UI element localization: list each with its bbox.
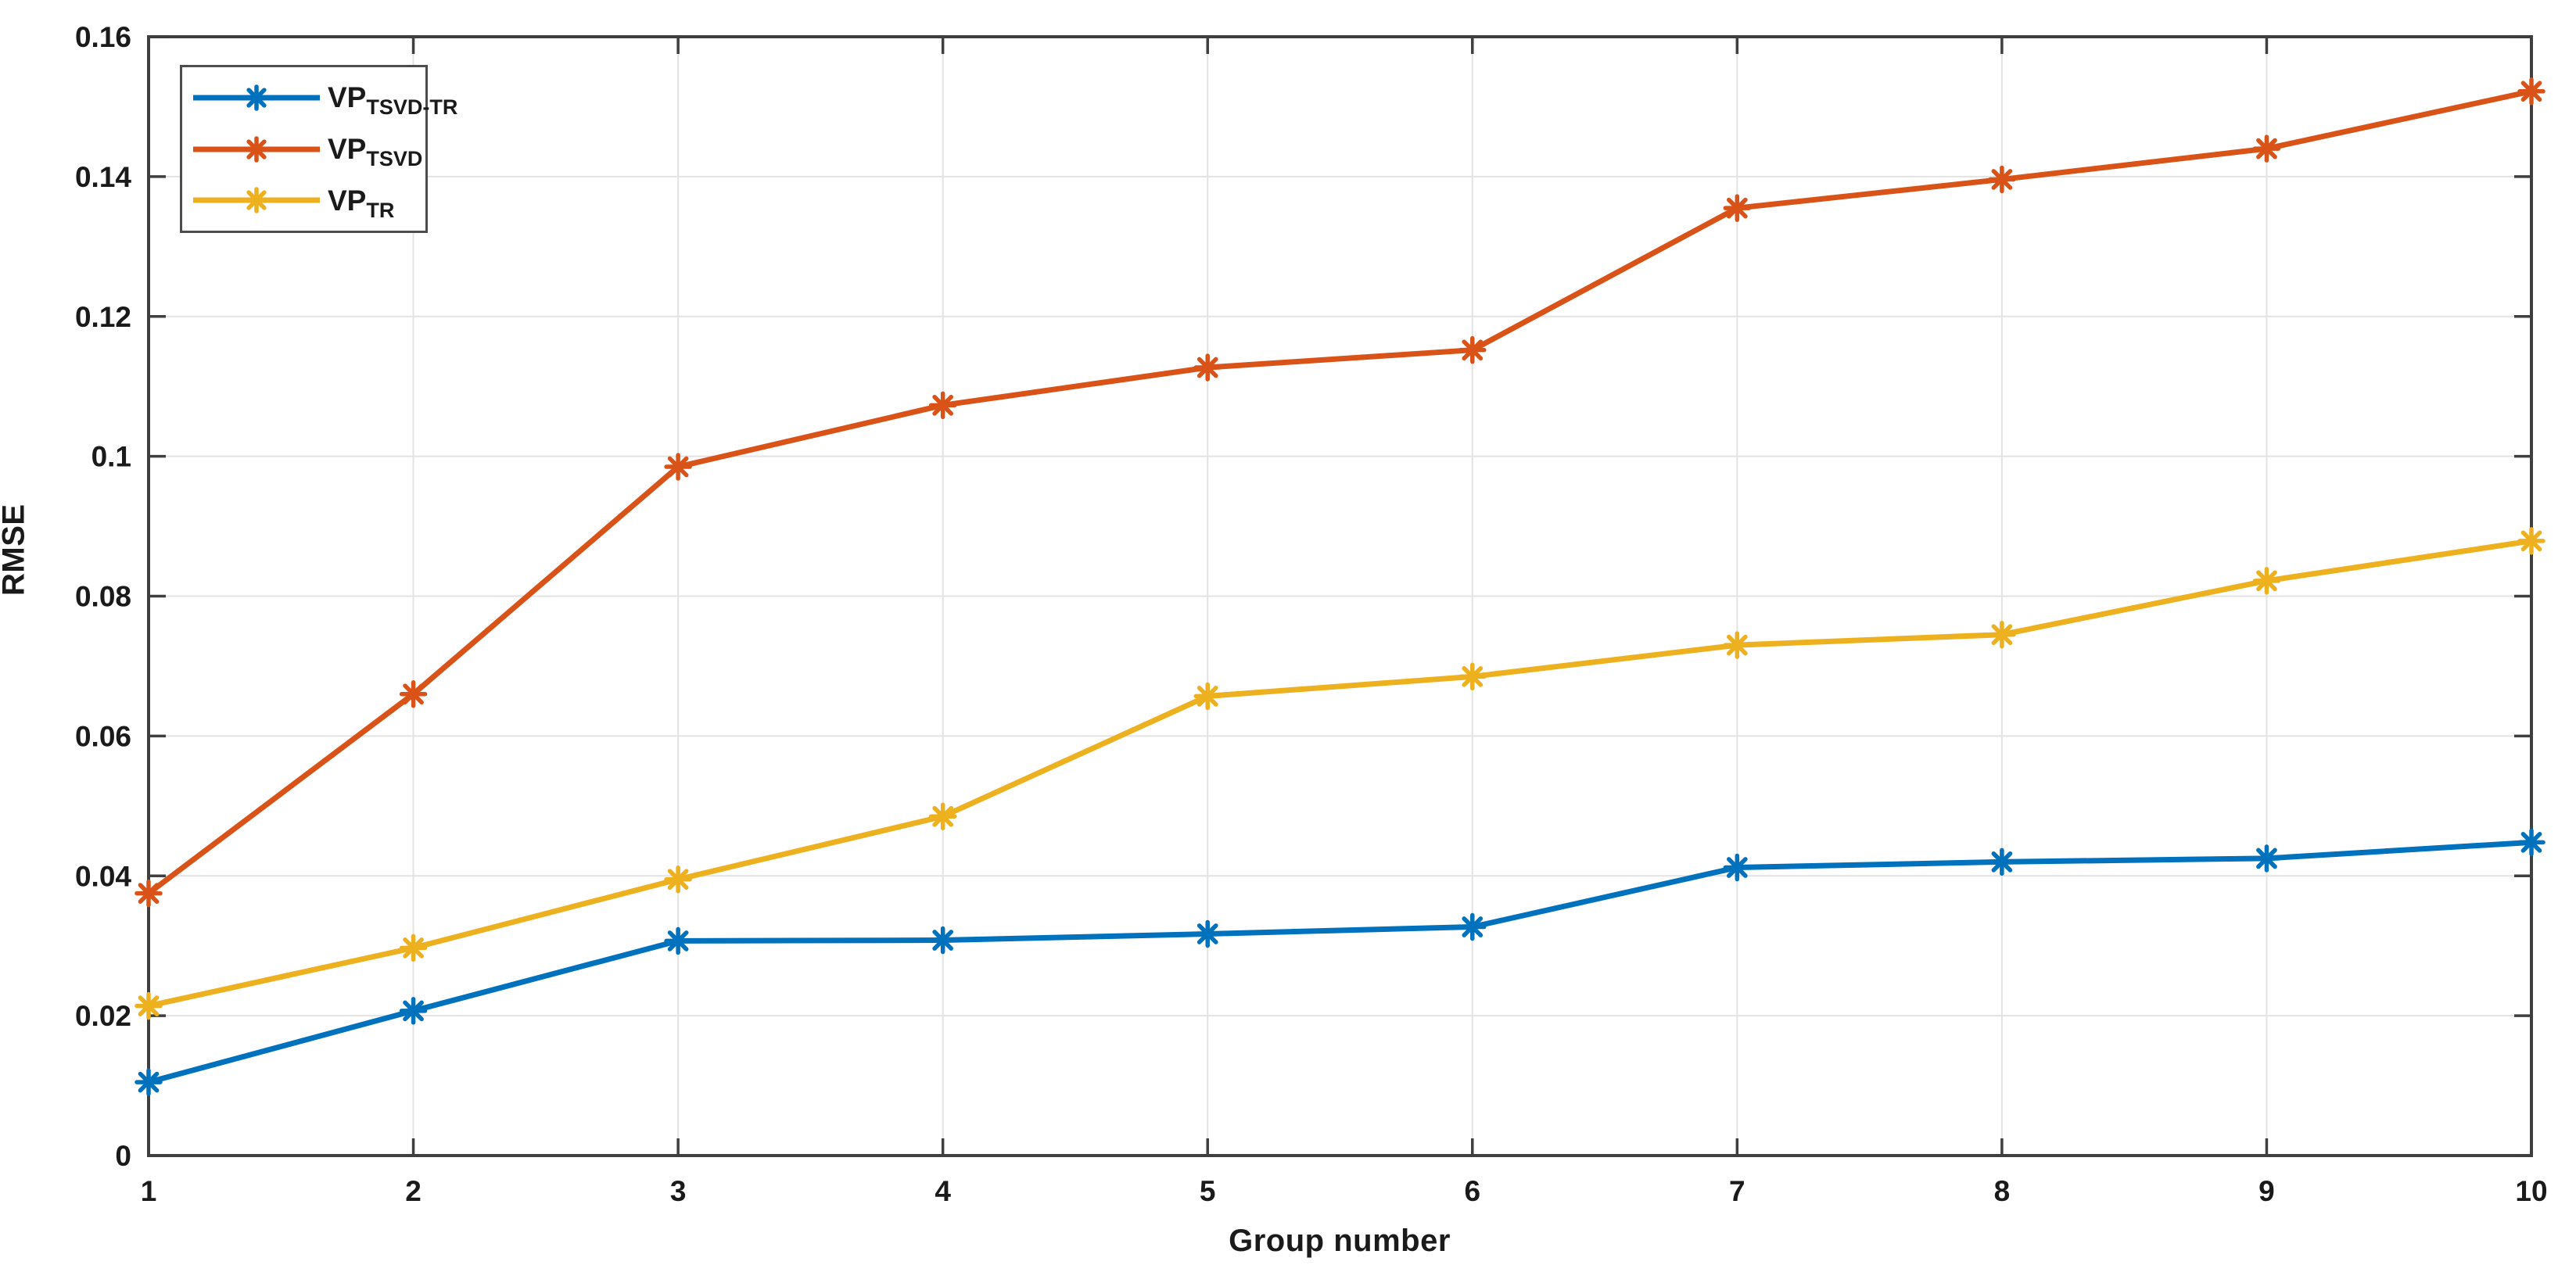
data-point-marker bbox=[399, 679, 428, 708]
data-point-marker bbox=[1723, 194, 1752, 222]
x-tick-label: 4 bbox=[935, 1175, 951, 1207]
data-point-marker bbox=[2252, 844, 2281, 873]
data-point-marker bbox=[1458, 335, 1487, 364]
y-tick-label: 0.04 bbox=[75, 860, 131, 892]
y-tick-label: 0.1 bbox=[91, 441, 131, 473]
legend-label: VPTR bbox=[328, 184, 395, 222]
series-vp-tsvd bbox=[135, 77, 2546, 908]
x-tick-label: 10 bbox=[2515, 1175, 2547, 1207]
y-axis-label: RMSE bbox=[0, 504, 31, 596]
data-point-marker bbox=[399, 934, 428, 962]
series-line bbox=[146, 88, 2532, 896]
data-point-marker bbox=[664, 926, 692, 955]
y-tick-label: 0.06 bbox=[75, 720, 131, 752]
legend-label: VPTSVD-TR bbox=[328, 81, 458, 120]
x-tick-label: 9 bbox=[2258, 1175, 2275, 1207]
data-point-marker bbox=[1458, 912, 1487, 941]
data-point-marker bbox=[928, 802, 957, 830]
legend-sample-line-icon bbox=[193, 187, 320, 213]
data-point-marker bbox=[2252, 567, 2281, 595]
data-point-marker bbox=[1723, 853, 1752, 882]
x-tick-label: 7 bbox=[1729, 1175, 1745, 1207]
data-point-marker bbox=[1193, 682, 1222, 711]
data-point-marker bbox=[664, 865, 692, 894]
y-tick-label: 0.08 bbox=[75, 581, 131, 613]
series-line bbox=[148, 839, 2532, 1085]
series-vp-tr bbox=[135, 527, 2546, 1020]
tick-labels: 1 2 3 4 5 6 7 8 9 10 0 0.02 0.04 0.06 0.08 0.1 0.12 0.14 0… bbox=[75, 21, 2548, 1207]
series-line bbox=[148, 538, 2532, 1009]
axis-ticks bbox=[147, 35, 2533, 1157]
data-point-marker bbox=[928, 926, 957, 955]
legend-label: VPTSVD bbox=[328, 133, 423, 170]
legend-sample-line-icon bbox=[193, 135, 320, 163]
data-point-marker bbox=[1988, 165, 2016, 194]
y-tick-label: 0.02 bbox=[75, 1000, 131, 1032]
legend-sample-line-icon bbox=[193, 84, 320, 111]
data-point-marker bbox=[1458, 662, 1487, 691]
data-point-marker bbox=[1193, 353, 1222, 382]
x-tick-label: 3 bbox=[670, 1175, 687, 1207]
data-point-marker bbox=[664, 453, 692, 481]
x-tick-label: 8 bbox=[1994, 1175, 2011, 1207]
data-point-marker bbox=[2252, 134, 2281, 163]
data-point-marker bbox=[1193, 919, 1222, 948]
data-point-marker bbox=[2517, 828, 2546, 857]
legend-entry-vptsvdtr: VPTSVD-TR bbox=[190, 72, 457, 124]
legend-entry-vptr: VPTR bbox=[190, 174, 425, 226]
data-point-marker bbox=[1988, 620, 2016, 649]
x-tick-label: 6 bbox=[1464, 1175, 1480, 1207]
y-tick-label: 0.14 bbox=[75, 161, 131, 193]
series-vp-tsvd-tr bbox=[135, 828, 2546, 1096]
x-tick-label: 1 bbox=[141, 1175, 157, 1207]
y-tick-label: 0.12 bbox=[75, 301, 131, 333]
data-point-marker bbox=[2517, 527, 2546, 555]
data-point-marker bbox=[928, 391, 957, 420]
x-tick-label: 2 bbox=[405, 1175, 422, 1207]
legend: VPTSVD-TR VPTSVD VPTR bbox=[180, 65, 457, 233]
legend-entry-vptsvd: VPTSVD bbox=[190, 124, 425, 175]
data-point-marker bbox=[2517, 77, 2546, 106]
y-tick-label: 0 bbox=[115, 1140, 131, 1172]
x-axis-label: Group number bbox=[1229, 1224, 1451, 1258]
x-tick-label: 5 bbox=[1200, 1175, 1216, 1207]
data-point-marker bbox=[135, 1068, 163, 1096]
data-point-marker bbox=[135, 879, 163, 908]
data-point-marker bbox=[135, 991, 163, 1020]
data-point-marker bbox=[1723, 631, 1752, 659]
data-point-marker bbox=[1988, 848, 2016, 876]
data-point-marker bbox=[399, 997, 428, 1025]
y-tick-label: 0.16 bbox=[75, 21, 131, 53]
